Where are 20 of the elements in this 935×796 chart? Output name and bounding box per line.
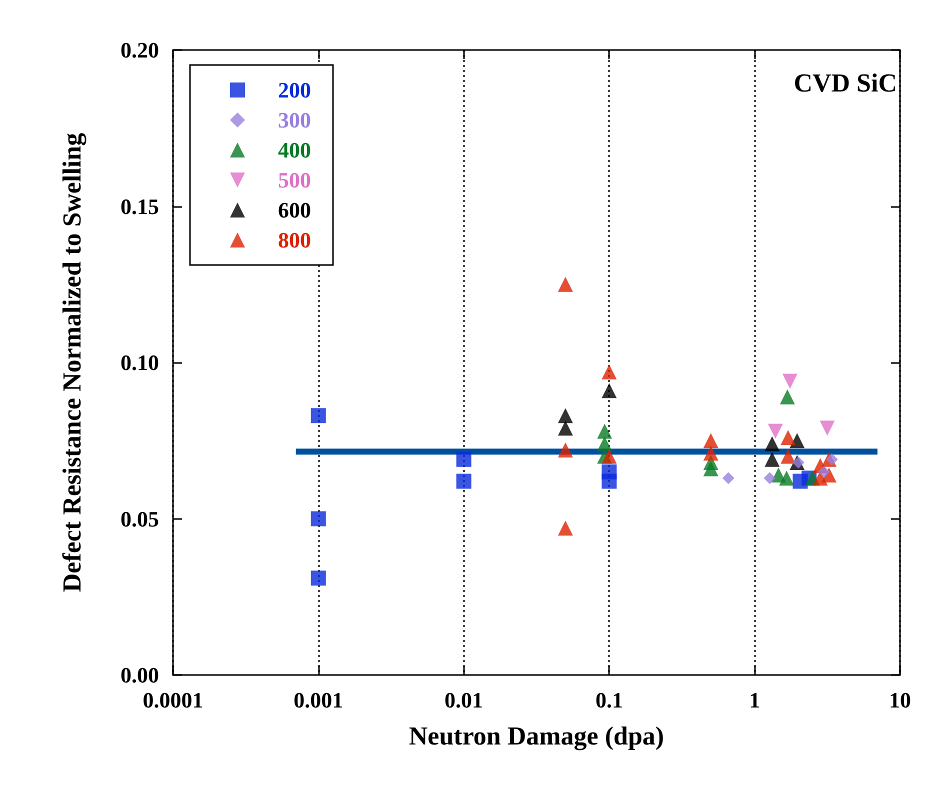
y-tick-label: 0.00 bbox=[120, 662, 159, 688]
y-tick-label: 0.05 bbox=[120, 506, 159, 532]
legend-label: 500 bbox=[278, 168, 311, 192]
x-tick-label: 0.1 bbox=[595, 688, 623, 712]
x-axis-title: Neutron Damage (dpa) bbox=[408, 722, 664, 750]
legend-label: 400 bbox=[278, 138, 311, 162]
y-axis-title: Defect Resistance Normalized to Swelling bbox=[58, 132, 86, 592]
legend-label: 200 bbox=[278, 78, 311, 102]
legend-label: 600 bbox=[278, 198, 311, 222]
annotation: CVD SiC bbox=[794, 68, 897, 98]
y-tick-label: 0.20 bbox=[120, 38, 159, 62]
x-tick-label: 10 bbox=[889, 688, 911, 712]
x-tick-label: 1 bbox=[749, 688, 760, 712]
y-tick-label: 0.15 bbox=[120, 194, 159, 219]
legend-label: 800 bbox=[278, 228, 311, 252]
y-tick-label: 0.10 bbox=[120, 350, 159, 375]
x-tick-label: 0.001 bbox=[294, 688, 344, 712]
legend-label: 300 bbox=[278, 108, 311, 132]
x-tick-label: 0.01 bbox=[444, 688, 484, 712]
x-tick-label: 0.0001 bbox=[142, 688, 204, 712]
